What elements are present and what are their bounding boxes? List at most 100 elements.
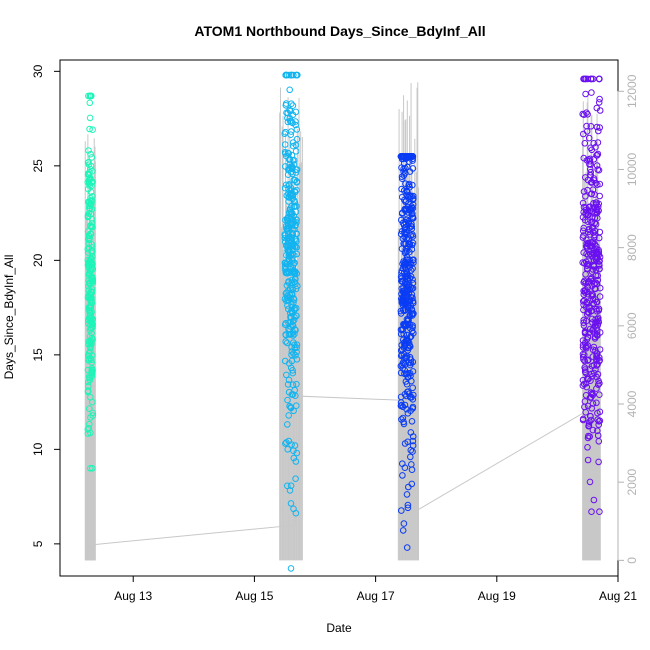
data-point <box>406 343 414 350</box>
data-point <box>405 180 413 188</box>
data-point <box>593 353 600 361</box>
data-point <box>293 126 301 133</box>
data-point <box>290 218 298 226</box>
data-point <box>593 249 601 256</box>
data-point <box>590 249 598 257</box>
data-point <box>293 341 301 349</box>
data-point <box>291 278 298 286</box>
data-point <box>584 308 592 316</box>
data-point <box>85 178 93 185</box>
data-point <box>588 190 595 198</box>
data-point <box>401 261 409 269</box>
data-point <box>405 193 412 201</box>
data-point <box>592 201 600 209</box>
data-point <box>587 416 595 424</box>
data-point <box>585 356 592 364</box>
data-point <box>87 348 94 356</box>
data-point <box>595 421 603 429</box>
data-point <box>398 245 406 252</box>
data-point <box>589 391 597 399</box>
data-point <box>88 373 96 380</box>
point-group-1 <box>84 92 97 472</box>
point-group-3 <box>397 153 417 551</box>
data-point <box>88 219 96 227</box>
data-point <box>409 437 417 445</box>
data-point <box>584 290 592 298</box>
chart-title: ATOM1 Northbound Days_Since_BdyInf_All <box>194 23 485 39</box>
x-tick-label: Aug 17 <box>357 589 395 603</box>
data-point <box>588 282 596 290</box>
data-point <box>86 202 93 210</box>
data-point <box>291 314 298 321</box>
data-point <box>284 421 291 428</box>
data-point <box>85 147 92 154</box>
data-point <box>292 352 299 359</box>
data-point <box>593 327 601 335</box>
data-point <box>402 206 410 214</box>
data-point <box>584 186 591 194</box>
data-point <box>407 453 414 461</box>
data-point <box>290 299 297 306</box>
data-point <box>88 369 96 377</box>
data-point <box>408 192 415 200</box>
data-points <box>84 71 604 572</box>
data-point <box>587 168 595 176</box>
data-point <box>593 123 601 131</box>
data-point <box>403 491 411 498</box>
data-point <box>289 210 296 217</box>
data-point <box>582 380 590 387</box>
data-point <box>86 376 94 384</box>
data-point <box>583 343 590 350</box>
data-point <box>579 353 587 361</box>
data-point <box>582 369 590 377</box>
data-point <box>585 156 592 163</box>
y2-tick-label: 0 <box>625 557 639 564</box>
y-tick-label: 30 <box>31 64 45 78</box>
data-point <box>596 391 603 399</box>
data-point <box>287 565 295 572</box>
data-point <box>398 278 406 285</box>
data-point <box>593 385 600 392</box>
data-point <box>584 357 592 364</box>
data-point <box>284 297 291 304</box>
data-point <box>587 413 594 420</box>
data-point <box>404 501 412 509</box>
data-point <box>403 544 411 551</box>
data-point <box>292 392 299 400</box>
data-point <box>87 92 94 100</box>
data-point <box>596 180 604 188</box>
data-point <box>398 185 405 193</box>
data-point <box>405 261 413 269</box>
data-point <box>589 225 596 232</box>
data-point <box>409 396 417 403</box>
data-point <box>88 264 95 272</box>
data-point <box>403 234 410 242</box>
data-point <box>595 377 602 385</box>
data-point <box>594 272 602 280</box>
data-point <box>584 456 592 464</box>
data-point <box>593 208 601 216</box>
y2-tick-label: 8000 <box>625 234 639 261</box>
data-point <box>290 259 298 267</box>
data-point <box>581 297 588 304</box>
data-point <box>401 233 408 241</box>
data-point <box>590 325 597 332</box>
data-point <box>595 127 602 135</box>
data-point <box>89 265 97 273</box>
data-point <box>402 180 409 187</box>
data-point <box>292 285 300 293</box>
data-point <box>586 157 594 165</box>
data-point <box>86 125 93 133</box>
data-point <box>281 130 289 137</box>
data-point <box>586 225 593 233</box>
x-tick-label: Aug 21 <box>599 589 637 603</box>
data-point <box>596 357 604 364</box>
data-point <box>293 230 300 237</box>
data-point <box>581 357 589 365</box>
data-point <box>594 181 601 188</box>
data-point <box>596 293 604 300</box>
data-point <box>401 301 409 309</box>
data-point <box>292 509 300 517</box>
data-point <box>89 465 96 472</box>
data-point <box>289 310 296 317</box>
